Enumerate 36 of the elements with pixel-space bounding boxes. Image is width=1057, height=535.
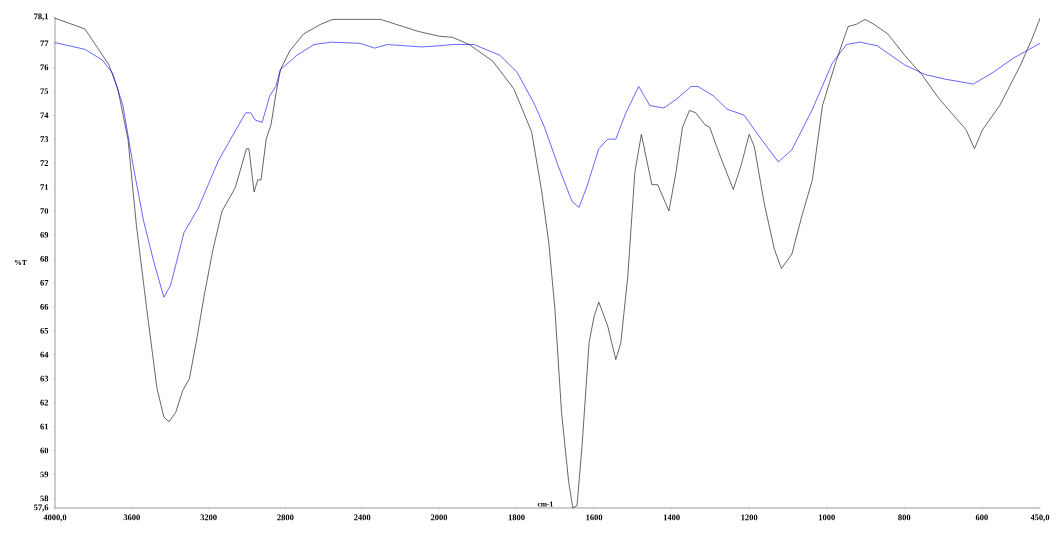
y-tick-label: 67 bbox=[40, 280, 49, 286]
y-tick-label: 69 bbox=[40, 232, 49, 238]
y-tick-label: 71 bbox=[40, 184, 49, 190]
y-tick-label: 75 bbox=[40, 88, 49, 95]
x-tick-label: 1000 bbox=[818, 514, 835, 521]
x-tick-label: 1400 bbox=[663, 514, 680, 521]
x-tick-label: 1600 bbox=[586, 514, 603, 521]
y-tick-label: 78,1 bbox=[34, 13, 49, 21]
x-tick-label: 2000 bbox=[430, 514, 448, 521]
y-tick-label: 76 bbox=[40, 64, 49, 71]
x-tick-label: 450,0 bbox=[1030, 514, 1050, 522]
y-tick-label: 59 bbox=[40, 471, 49, 478]
y-tick-label: 66 bbox=[40, 303, 49, 310]
y-tick-label: 62 bbox=[40, 399, 49, 406]
y-tick-label: 74 bbox=[40, 112, 49, 118]
y-tick-label: 70 bbox=[40, 208, 49, 214]
y-tick-label: 64 bbox=[40, 351, 49, 358]
x-tick-label: 800 bbox=[898, 514, 911, 521]
y-tick-label: 73 bbox=[40, 136, 49, 142]
y-tick-label: 72 bbox=[40, 160, 49, 166]
x-tick-label: 1200 bbox=[741, 514, 758, 521]
x-tick-label: 3200 bbox=[200, 514, 217, 521]
x-tick-label: 4000,0 bbox=[43, 514, 67, 522]
y-tick-label: 63 bbox=[40, 375, 49, 382]
x-tick-label: 1800 bbox=[508, 514, 525, 521]
x-tick-label: 600 bbox=[975, 514, 988, 521]
x-tick-label: 3600 bbox=[123, 514, 140, 521]
x-tick-label: 2800 bbox=[277, 514, 294, 521]
y-tick-label: 60 bbox=[40, 447, 49, 454]
y-tick-label: 58 bbox=[40, 495, 49, 502]
y-tick-label: 57,6 bbox=[34, 504, 49, 512]
y-tick-label: 65 bbox=[40, 327, 49, 334]
y-tick-label: 61 bbox=[40, 423, 49, 430]
x-tick-label: 2400 bbox=[354, 514, 371, 521]
y-tick-label: 68 bbox=[40, 256, 49, 262]
y-tick-label: 77 bbox=[40, 40, 49, 47]
